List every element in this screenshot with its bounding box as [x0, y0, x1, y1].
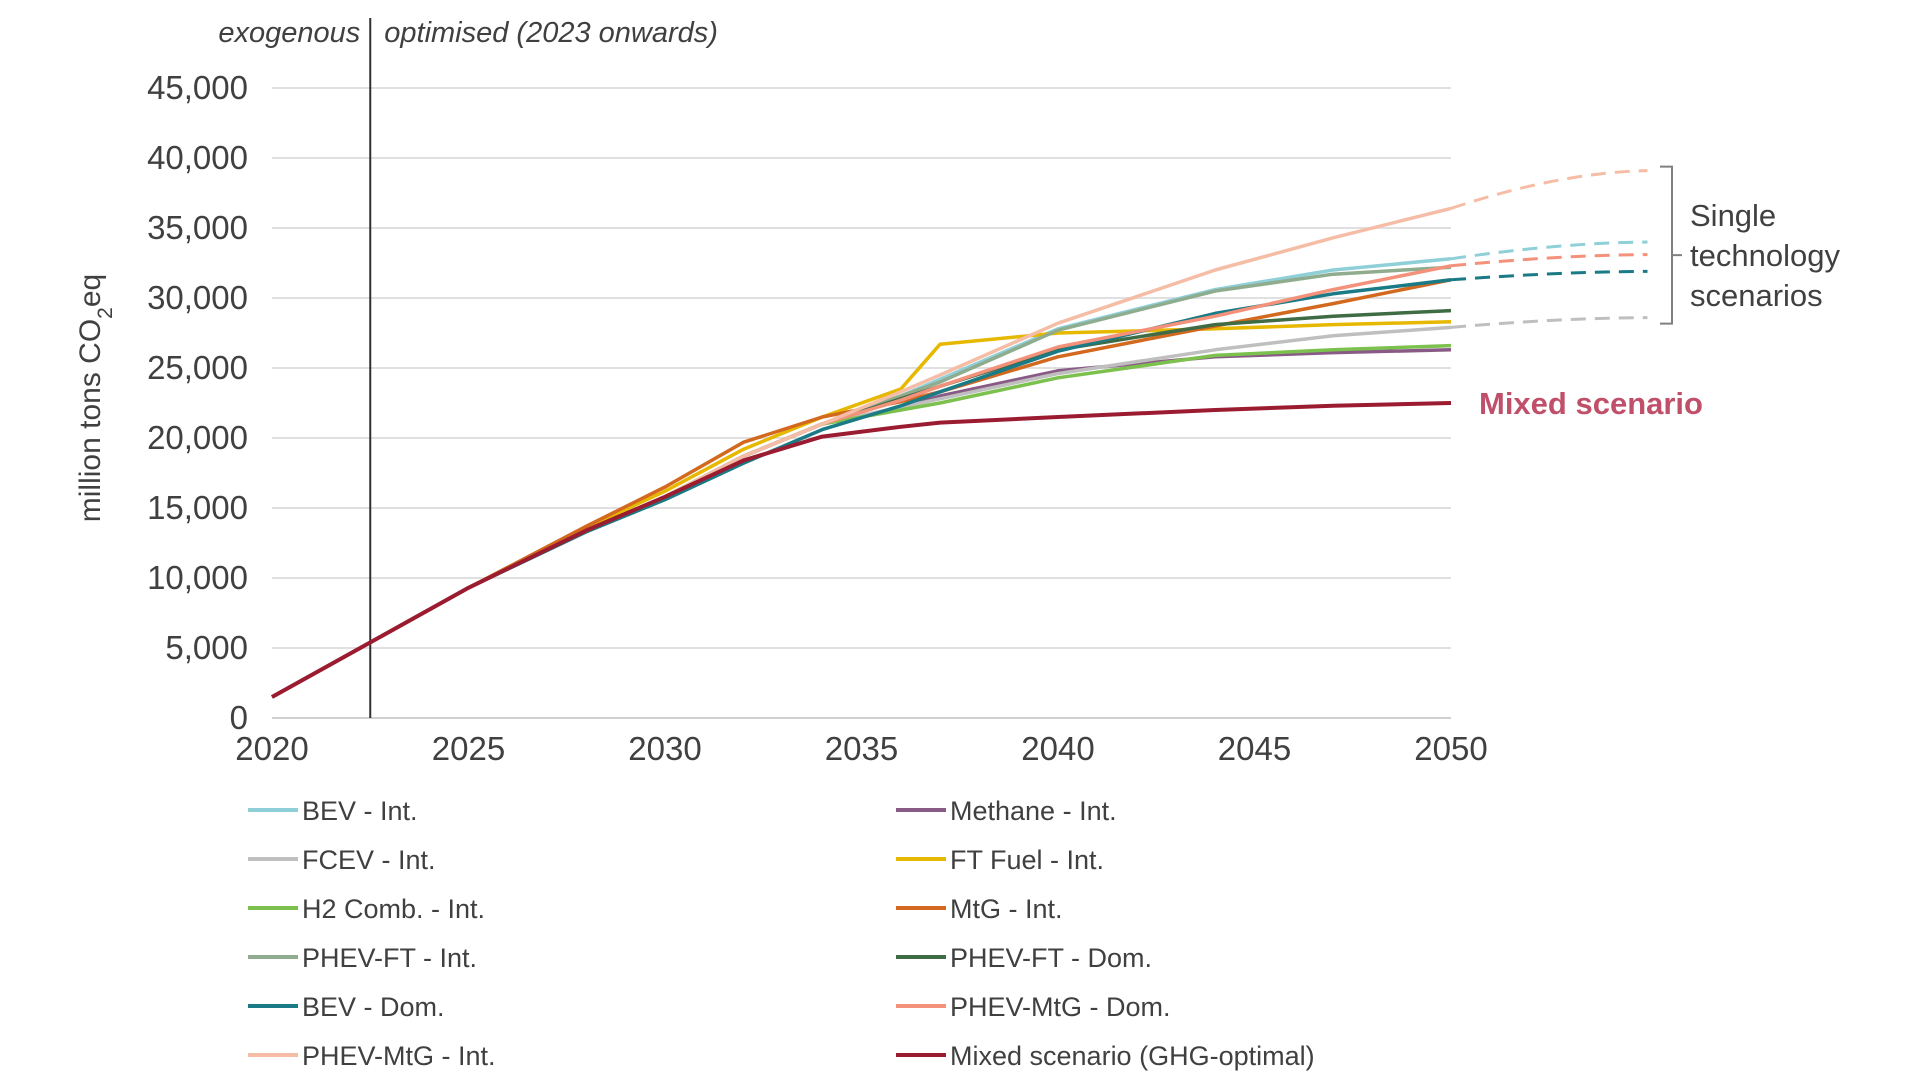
y-tick-label: 25,000: [147, 349, 248, 386]
x-axis-ticks: 2020 2025 2030 2035 2040 2045 2050: [235, 730, 1487, 767]
legend-label-mixed-scenario-ghg-optimal: Mixed scenario (GHG-optimal): [950, 1041, 1315, 1071]
legend-label-phev-ft-dom: PHEV-FT - Dom.: [950, 943, 1152, 973]
series-line-phev-ft-int: [271, 265, 1452, 699]
extension-line-fcev-int: [1450, 316, 1648, 329]
y-axis-ticks: 0 5,000 10,000 15,000 20,000 25,000 30,000 35,0…: [147, 69, 248, 736]
x-tick-label: 2030: [628, 730, 701, 767]
series-line-mixed-scenario-ghg-optimal: [271, 401, 1452, 699]
legend-label-mtg-int: MtG - Int.: [950, 894, 1063, 924]
legend-label-methane-int: Methane - Int.: [950, 796, 1117, 826]
series-line-fcev-int: [271, 325, 1452, 699]
series-line-h2-comb-int: [271, 343, 1452, 699]
y-axis-label: million tons CO2eq: [74, 274, 117, 522]
extension-line-phev-mtg-dom: [1450, 253, 1648, 268]
y-tick-label: 30,000: [147, 279, 248, 316]
x-tick-label: 2020: [235, 730, 308, 767]
single-annotation-line-3: scenarios: [1690, 278, 1823, 313]
series-lines: [271, 206, 1452, 699]
phase-label-optimised: optimised (2023 onwards): [384, 17, 718, 49]
series-line-ft-fuel-int: [271, 320, 1452, 699]
x-tick-label: 2035: [825, 730, 898, 767]
y-tick-label: 15,000: [147, 489, 248, 526]
series-line-bev-int: [271, 257, 1452, 699]
legend-label-fcev-int: FCEV - Int.: [302, 845, 436, 875]
legend-label-phev-mtg-int: PHEV-MtG - Int.: [302, 1041, 496, 1071]
extension-lines: [1450, 169, 1648, 329]
y-tick-label: 0: [230, 699, 248, 736]
y-tick-label: 40,000: [147, 139, 248, 176]
series-line-phev-mtg-dom: [271, 264, 1452, 699]
legend-label-phev-mtg-dom: PHEV-MtG - Dom.: [950, 992, 1171, 1022]
x-tick-label: 2025: [432, 730, 505, 767]
legend-label-bev-dom: BEV - Dom.: [302, 992, 445, 1022]
legend-label-h2-comb-int: H2 Comb. - Int.: [302, 894, 485, 924]
x-tick-label: 2040: [1021, 730, 1094, 767]
single-technology-annotation: Single technology scenarios: [1690, 198, 1840, 313]
y-tick-label: 20,000: [147, 419, 248, 456]
legend: BEV - Int. Methane - Int. FCEV - Int. FT Fu…: [248, 796, 1315, 1071]
extension-line-phev-mtg-int: [1450, 169, 1648, 210]
y-tick-label: 5,000: [165, 629, 248, 666]
x-tick-label: 2045: [1218, 730, 1291, 767]
single-annotation-line-1: Single: [1690, 198, 1776, 233]
mixed-scenario-annotation: Mixed scenario: [1479, 386, 1703, 421]
extension-line-bev-dom: [1450, 269, 1648, 282]
y-tick-label: 45,000: [147, 69, 248, 106]
y-tick-label: 35,000: [147, 209, 248, 246]
grid-lines: [272, 87, 1451, 649]
single-tech-bracket: [1660, 165, 1682, 325]
x-tick-label: 2050: [1414, 730, 1487, 767]
single-annotation-line-2: technology: [1690, 238, 1840, 273]
legend-label-phev-ft-int: PHEV-FT - Int.: [302, 943, 477, 973]
legend-label-bev-int: BEV - Int.: [302, 796, 418, 826]
extension-line-bev-int: [1450, 240, 1648, 261]
legend-label-ft-fuel-int: FT Fuel - Int.: [950, 845, 1104, 875]
phase-label-exogenous: exogenous: [218, 17, 360, 49]
y-tick-label: 10,000: [147, 559, 248, 596]
